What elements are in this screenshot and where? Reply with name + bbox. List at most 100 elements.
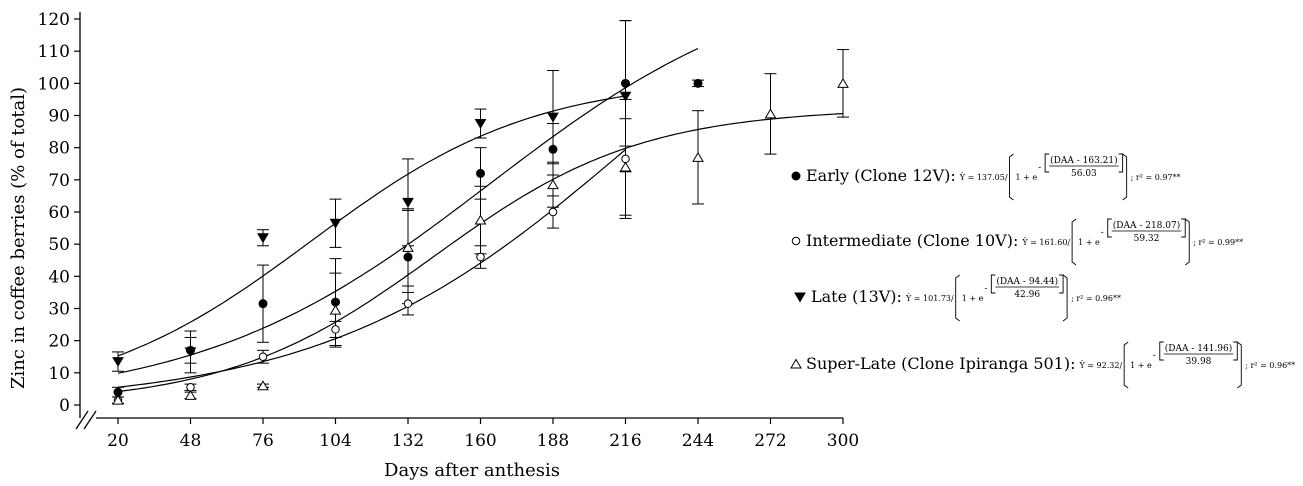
legend-entry: Super-Late (Clone Ipiranga 501): Ŷ = 92.3… xyxy=(790,341,1295,389)
equation-denominator: 39.98 xyxy=(1186,357,1212,367)
equation-base: 1 + e xyxy=(1016,173,1038,182)
data-point xyxy=(258,299,268,309)
x-tick-label: 300 xyxy=(827,431,859,451)
x-tick-label: 104 xyxy=(319,431,351,451)
data-point xyxy=(837,77,849,88)
legend-symbol xyxy=(790,358,802,369)
y-tick-label: 120 xyxy=(38,10,70,30)
x-tick-label: 132 xyxy=(392,431,424,451)
data-point xyxy=(547,179,559,190)
equation-lhs: Ŷ = 92.32/ xyxy=(1078,361,1122,370)
x-tick-label: 20 xyxy=(107,431,129,451)
y-tick-label: 80 xyxy=(48,139,70,159)
data-point xyxy=(621,78,630,88)
data-point xyxy=(112,394,124,405)
equation-r2: ; r² = 0.99** xyxy=(1193,238,1243,247)
data-point xyxy=(402,197,414,208)
data-point xyxy=(402,241,414,252)
data-point xyxy=(547,112,559,123)
x-tick-label: 76 xyxy=(252,431,274,451)
data-point xyxy=(329,218,342,229)
data-point xyxy=(474,214,487,225)
x-tick-label: 272 xyxy=(754,431,786,451)
y-tick-label: 40 xyxy=(48,267,70,287)
x-tick-label: 188 xyxy=(537,431,569,451)
equation-r2: ; r² = 0.96** xyxy=(1245,361,1295,370)
data-point xyxy=(403,299,413,308)
axis-break-mark xyxy=(75,410,89,430)
legend-label: Early (Clone 12V): xyxy=(806,166,956,185)
equation-minus: - xyxy=(1038,163,1041,173)
equation-denominator: 56.03 xyxy=(1071,169,1097,179)
data-point xyxy=(184,389,197,400)
equation-bracket xyxy=(1233,341,1238,361)
legend-symbol xyxy=(794,292,806,303)
data-point xyxy=(257,233,269,244)
equation-minus: - xyxy=(1153,351,1156,361)
y-axis-title: Zinc in coffee berries (% of total) xyxy=(8,87,29,389)
data-point xyxy=(257,380,269,391)
data-point xyxy=(476,252,485,262)
equation-numerator: (DAA - 218.07) xyxy=(1113,220,1181,231)
fit-curve xyxy=(117,149,626,388)
equation-bracket xyxy=(1044,153,1050,173)
data-point xyxy=(112,357,124,368)
y-tick-label: 60 xyxy=(48,203,70,223)
legend-entry: Intermediate (Clone 10V): Ŷ = 161.60/1 + … xyxy=(791,218,1243,266)
equation-base: 1 + e xyxy=(1078,238,1100,247)
data-point xyxy=(403,252,413,262)
fit-curve xyxy=(117,95,626,357)
equation-denominator: 59.32 xyxy=(1134,234,1160,244)
equation-minus: - xyxy=(984,284,987,294)
data-point xyxy=(184,347,197,358)
legend-symbol xyxy=(791,171,801,181)
equation-bracket xyxy=(1009,153,1014,201)
data-point xyxy=(331,325,340,334)
error-bars xyxy=(112,20,849,404)
legend-label: Super-Late (Clone Ipiranga 501): xyxy=(806,354,1075,373)
data-point xyxy=(619,161,632,172)
equation-bracket xyxy=(1237,341,1242,389)
y-tick-label: 90 xyxy=(48,107,70,127)
equation-bracket xyxy=(1159,341,1164,361)
legend-label: Intermediate (Clone 10V): xyxy=(806,231,1018,250)
x-axis-title: Days after anthesis xyxy=(384,460,560,481)
equation-numerator: (DAA - 94.44) xyxy=(996,276,1058,287)
equation-lhs: Ŷ = 161.60/ xyxy=(1021,238,1070,247)
equation-r2: ; r² = 0.97** xyxy=(1131,173,1181,182)
equation-numerator: (DAA - 163.21) xyxy=(1050,155,1118,166)
equation-lhs: Ŷ = 137.05/ xyxy=(959,173,1008,182)
x-tick-label: 160 xyxy=(464,431,496,451)
data-point xyxy=(548,144,558,154)
y-tick-label: 50 xyxy=(48,235,70,255)
axis-break-mark xyxy=(83,410,97,430)
equation-minus: - xyxy=(1101,228,1104,238)
equation-bracket xyxy=(1062,274,1068,322)
y-tick-label: 110 xyxy=(38,42,70,62)
legend: Early (Clone 12V): Ŷ = 137.05/1 + e-(DAA … xyxy=(790,153,1295,389)
equation-bracket xyxy=(1059,274,1064,294)
equation-bracket xyxy=(1107,218,1112,238)
equation-r2: ; r² = 0.96** xyxy=(1071,294,1121,303)
legend-entry: Early (Clone 12V): Ŷ = 137.05/1 + e-(DAA … xyxy=(791,153,1181,201)
equation-denominator: 42.96 xyxy=(1014,290,1040,300)
equation-bracket xyxy=(1184,218,1190,266)
equation-bracket xyxy=(1123,341,1129,389)
axes: 0 10 20 30 40 50 60 70 80 90 100 110 120 20 48 76 104 132… xyxy=(38,10,860,451)
equation-bracket xyxy=(1122,153,1128,201)
y-tick-label: 30 xyxy=(48,300,70,320)
y-tick-label: 20 xyxy=(48,332,70,352)
legend-label: Late (13V): xyxy=(811,287,902,306)
equation-numerator: (DAA - 141.96) xyxy=(1165,343,1233,354)
x-tick-label: 244 xyxy=(682,431,714,451)
equation-base: 1 + e xyxy=(962,294,984,303)
y-tick-label: 70 xyxy=(48,171,70,191)
y-tick-label: 10 xyxy=(48,364,70,384)
data-point xyxy=(764,108,777,119)
equation-lhs: Ŷ = 101.73/ xyxy=(905,294,954,303)
x-tick-label: 48 xyxy=(180,431,202,451)
data-markers xyxy=(112,77,849,405)
y-tick-label: 0 xyxy=(59,396,70,416)
data-point xyxy=(258,352,268,361)
